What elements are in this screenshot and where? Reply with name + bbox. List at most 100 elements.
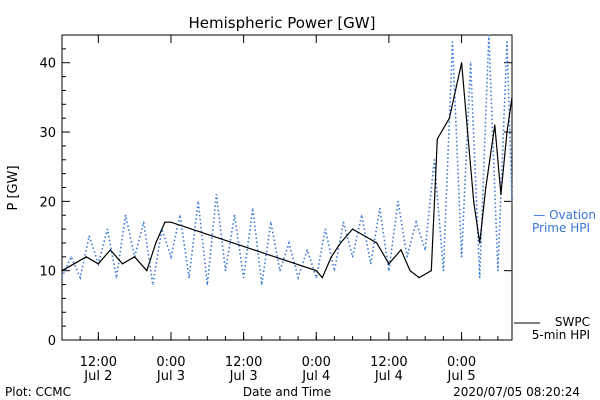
data-point <box>170 221 172 223</box>
data-point <box>361 214 363 216</box>
x-tick-time-label: 12:00 <box>80 355 117 370</box>
y-tick-label: 0 <box>48 334 56 349</box>
data-point <box>488 34 490 36</box>
x-tick-day-label: Jul 4 <box>374 369 403 384</box>
data-point <box>485 186 487 189</box>
data-point <box>279 270 281 272</box>
data-point <box>330 256 332 258</box>
plot-timestamp: 2020/07/05 08:20:24 <box>453 385 580 399</box>
data-point <box>297 277 299 279</box>
x-tick-day-label: Jul 3 <box>229 369 258 384</box>
data-point <box>88 235 90 237</box>
data-point <box>379 207 381 209</box>
x-tick-time-label: 0:00 <box>302 355 331 370</box>
data-point <box>339 242 342 244</box>
data-point <box>288 242 290 244</box>
data-point <box>467 131 469 133</box>
data-point <box>179 214 181 216</box>
data-point <box>497 270 499 272</box>
data-point <box>61 270 63 272</box>
data-point <box>324 228 326 230</box>
data-point <box>442 270 444 272</box>
data-point <box>252 207 254 209</box>
data-point <box>388 263 390 265</box>
data-point <box>109 249 112 251</box>
data-point <box>115 277 118 279</box>
data-point <box>97 263 99 265</box>
data-point <box>473 200 475 202</box>
data-point <box>170 256 172 258</box>
data-point <box>364 235 366 237</box>
data-point <box>164 221 166 223</box>
data-point <box>470 62 472 64</box>
data-point <box>155 242 157 244</box>
data-point <box>506 41 508 43</box>
data-point <box>511 200 513 202</box>
series-layer <box>61 34 513 286</box>
y-tick-label: 10 <box>39 265 56 280</box>
data-point <box>124 214 127 216</box>
data-point <box>61 277 63 279</box>
y-tick-label: 20 <box>39 195 56 210</box>
plot-credit: Plot: CCMC <box>5 385 71 399</box>
data-point <box>206 283 208 286</box>
data-point <box>415 221 417 223</box>
data-point <box>188 277 190 279</box>
data-point <box>143 221 145 223</box>
y-tick-label: 40 <box>39 57 56 72</box>
data-point <box>430 270 432 272</box>
data-point <box>243 277 245 279</box>
data-point <box>79 277 81 279</box>
legend-ovation-label-line2: Prime HPI <box>532 221 590 235</box>
x-tick-day-label: Jul 3 <box>156 369 185 384</box>
data-point <box>406 256 408 258</box>
data-point <box>152 283 154 286</box>
data-point <box>433 159 435 161</box>
data-point <box>106 228 109 230</box>
data-point <box>321 277 323 279</box>
data-point <box>351 228 354 230</box>
data-point <box>479 242 481 244</box>
x-tick-time-label: 0:00 <box>447 355 476 370</box>
y-axis: 0 10 20 30 40 <box>39 48 512 349</box>
data-point <box>73 263 75 265</box>
data-point <box>418 277 420 279</box>
data-point <box>436 138 438 140</box>
y-tick-label: 30 <box>39 126 56 141</box>
x-tick-day-label: Jul 2 <box>83 369 112 384</box>
legend-swpc-label-line1: SWPC <box>555 315 590 329</box>
data-point <box>70 256 72 258</box>
data-point <box>500 193 502 196</box>
x-tick-time-label: 12:00 <box>370 355 407 370</box>
data-point <box>376 242 378 244</box>
data-point <box>351 256 354 258</box>
data-point <box>494 124 496 126</box>
data-point <box>224 270 227 272</box>
data-point <box>233 214 236 216</box>
data-point <box>479 277 481 279</box>
data-point <box>121 263 124 265</box>
data-point <box>85 256 87 258</box>
x-tick-time-label: 12:00 <box>225 355 262 370</box>
x-axis-label: Date and Time <box>243 385 331 399</box>
data-point <box>370 263 372 265</box>
data-point <box>424 249 426 251</box>
data-point <box>315 270 317 272</box>
series-line-swpc-5-min-hpi <box>61 62 513 279</box>
data-point <box>315 277 317 279</box>
data-point <box>197 200 199 202</box>
data-point <box>400 249 402 251</box>
data-point <box>451 41 454 43</box>
data-point <box>134 256 136 258</box>
data-point <box>306 249 308 251</box>
chart-title: Hemispheric Power [GW] <box>189 14 376 32</box>
plot-frame <box>61 34 513 341</box>
x-tick-day-label: Jul 4 <box>301 369 330 384</box>
legend-swpc-label-line2: 5-min HPI <box>532 328 590 342</box>
data-point <box>397 200 399 202</box>
data-point <box>409 270 411 272</box>
data-point <box>333 270 336 272</box>
x-tick-time-label: 0:00 <box>156 355 185 370</box>
